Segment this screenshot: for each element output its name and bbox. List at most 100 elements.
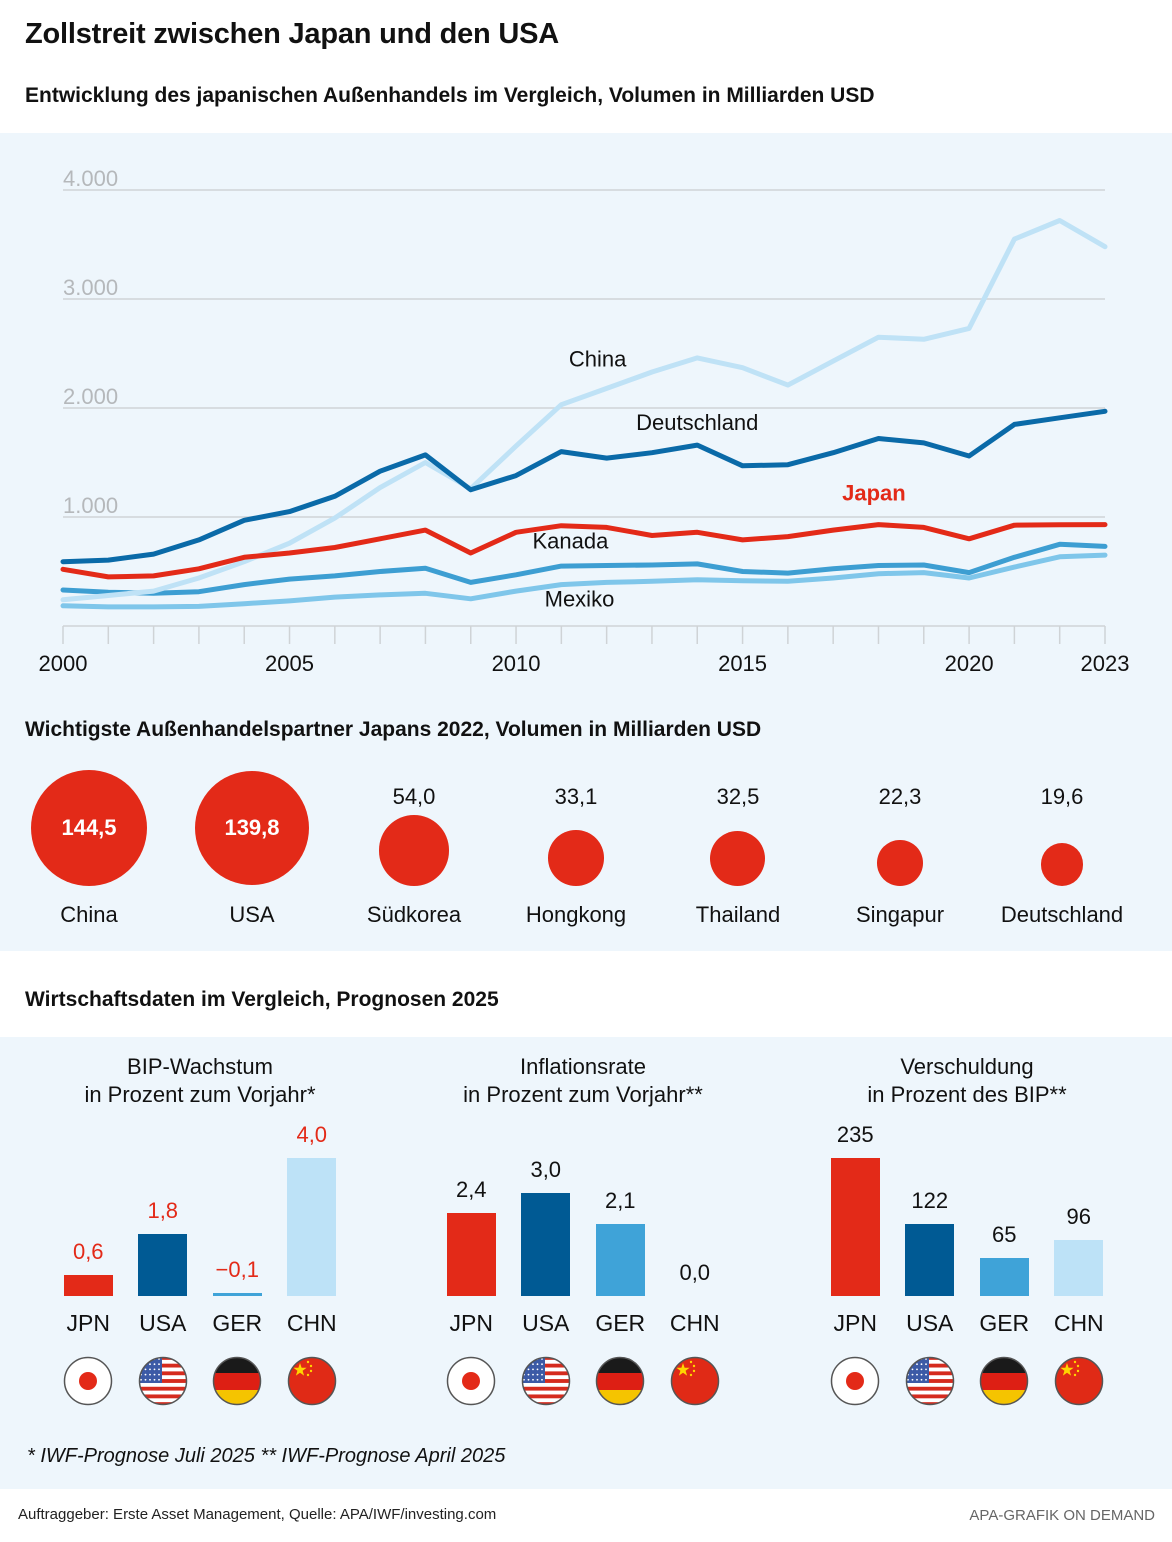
bar-category-label: CHN xyxy=(1053,1310,1104,1336)
series-label-mexiko: Mexiko xyxy=(545,586,615,611)
bar-jpn xyxy=(830,1158,880,1296)
bar-value-label: 2,1 xyxy=(604,1187,636,1213)
bubble-chart: 144,5 China 139,8 USA 54,0 Südkorea 33,1 Hongko… xyxy=(0,760,1172,950)
bubble-value: 22,3 xyxy=(878,784,922,809)
japan-flag-icon xyxy=(64,1356,113,1406)
series-line-kanada xyxy=(60,541,1108,596)
bubble-label: USA xyxy=(229,902,275,927)
bar-chn xyxy=(1054,1239,1104,1296)
bar-value-label: 2,4 xyxy=(455,1177,487,1203)
bar-chart-subtitle: in Prozent zum Vorjahr** xyxy=(463,1082,703,1107)
bubble-value: 54,0 xyxy=(392,784,436,809)
series-line-china xyxy=(60,218,1108,603)
bar-usa xyxy=(905,1224,955,1296)
bar-value-label: 235 xyxy=(836,1122,874,1147)
bar-chart-title: BIP-Wachstum xyxy=(127,1054,273,1079)
bar-ger xyxy=(212,1293,262,1296)
bar-category-label: JPN xyxy=(449,1310,493,1336)
germany-flag-icon xyxy=(980,1356,1029,1406)
x-tick-label: 2020 xyxy=(945,651,994,676)
china-flag-icon xyxy=(1054,1356,1103,1406)
bar-jpn xyxy=(446,1213,496,1296)
y-tick-label: 4.000 xyxy=(63,166,118,191)
bubble-label: Hongkong xyxy=(525,902,627,927)
bubble-label: Singapur xyxy=(855,902,945,927)
series-line-japan xyxy=(60,522,1108,580)
bar-category-label: USA xyxy=(522,1310,570,1336)
x-tick-label: 2010 xyxy=(492,651,541,676)
bar-category-label: USA xyxy=(139,1310,187,1336)
japan-flag-icon xyxy=(831,1356,880,1406)
econ-panel xyxy=(0,1037,1172,1489)
y-tick-label: 2.000 xyxy=(63,384,118,409)
series-label-kanada: Kanada xyxy=(532,529,609,554)
x-tick-label: 2005 xyxy=(265,651,314,676)
bar-category-label: JPN xyxy=(66,1310,110,1336)
bar-chn xyxy=(287,1158,337,1296)
econ-title: Wirtschaftsdaten im Vergleich, Prognosen… xyxy=(25,988,499,1011)
y-tick-label: 3.000 xyxy=(63,275,118,300)
bubble-value: 144,5 xyxy=(61,815,117,840)
bubble-singapur xyxy=(877,840,923,886)
bar-chart-title: Inflationsrate xyxy=(520,1054,646,1079)
usa-flag-icon xyxy=(905,1356,954,1406)
bubble-china: 144,5 xyxy=(31,770,147,886)
bubble-thailand xyxy=(710,830,766,886)
bar-category-label: USA xyxy=(906,1310,954,1336)
bubble-südkorea xyxy=(378,815,450,886)
source-text: Auftraggeber: Erste Asset Management, Qu… xyxy=(18,1506,497,1523)
series-label-japan: Japan xyxy=(842,481,906,506)
series-label-china: China xyxy=(569,347,627,372)
usa-flag-icon xyxy=(138,1356,187,1406)
japan-flag-icon xyxy=(447,1356,496,1406)
bubble-value: 19,6 xyxy=(1040,784,1084,809)
line-chart: 1.000 2.000 3.000 4.000 2000 2005 2010 2015 2020… xyxy=(39,166,1130,676)
footnote: * IWF-Prognose Juli 2025 ** IWF-Prognose… xyxy=(27,1445,506,1467)
germany-flag-icon xyxy=(596,1356,645,1406)
china-flag-icon xyxy=(670,1356,719,1406)
bar-value-label: 122 xyxy=(911,1188,949,1214)
econ-bar-charts: BIP-Wachstum in Prozent zum Vorjahr* 0,6 JP… xyxy=(0,1037,1172,1437)
usa-flag-icon xyxy=(521,1356,570,1406)
series-line-mexiko xyxy=(60,552,1108,610)
bar-category-label: CHN xyxy=(669,1310,720,1336)
bar-usa xyxy=(521,1192,571,1296)
bubble-label: China xyxy=(60,902,118,927)
bubble-value: 33,1 xyxy=(554,784,598,809)
germany-flag-icon xyxy=(213,1356,262,1406)
x-tick-label: 2015 xyxy=(718,651,767,676)
bar-category-label: JPN xyxy=(833,1310,877,1336)
bubble-label: Südkorea xyxy=(366,902,462,927)
y-tick-label: 1.000 xyxy=(63,493,118,518)
bubble-usa: 139,8 xyxy=(194,770,310,886)
bar-value-label: 3,0 xyxy=(530,1156,562,1182)
bar-value-label: 65 xyxy=(992,1221,1017,1247)
x-tick-label: 2000 xyxy=(39,651,88,676)
bar-chart-subtitle: in Prozent des BIP** xyxy=(867,1082,1067,1107)
x-tick-label: 2023 xyxy=(1081,651,1130,676)
bubble-hongkong xyxy=(548,830,604,886)
bar-category-label: GER xyxy=(595,1310,646,1336)
bubble-label: Thailand xyxy=(695,902,781,927)
bar-value-label: 0,0 xyxy=(679,1260,711,1285)
china-flag-icon xyxy=(287,1356,336,1406)
line-chart-title: Entwicklung des japanischen Außenhandels… xyxy=(25,84,875,107)
page-title: Zollstreit zwischen Japan und den USA xyxy=(25,18,560,50)
bar-value-label: 0,6 xyxy=(72,1239,104,1265)
bubble-chart-title: Wichtigste Außenhandelspartner Japans 20… xyxy=(25,718,762,741)
bar-usa xyxy=(138,1233,188,1296)
bar-chart-title: Verschuldung xyxy=(900,1054,1034,1079)
bar-value-label: 96 xyxy=(1066,1203,1091,1229)
brand-text: APA-GRAFIK ON DEMAND xyxy=(969,1507,1155,1524)
bar-value-label: −0,1 xyxy=(215,1257,259,1282)
bubble-value: 139,8 xyxy=(224,814,280,840)
bar-ger xyxy=(595,1223,645,1296)
bar-category-label: CHN xyxy=(286,1310,337,1336)
bar-value-label: 1,8 xyxy=(147,1197,179,1223)
bar-category-label: GER xyxy=(979,1310,1030,1336)
bar-category-label: GER xyxy=(212,1310,263,1336)
bubble-deutschland xyxy=(1040,843,1084,886)
bubble-value: 32,5 xyxy=(716,784,760,809)
series-label-deutschland: Deutschland xyxy=(636,410,758,435)
bar-chart-subtitle: in Prozent zum Vorjahr* xyxy=(84,1082,316,1107)
